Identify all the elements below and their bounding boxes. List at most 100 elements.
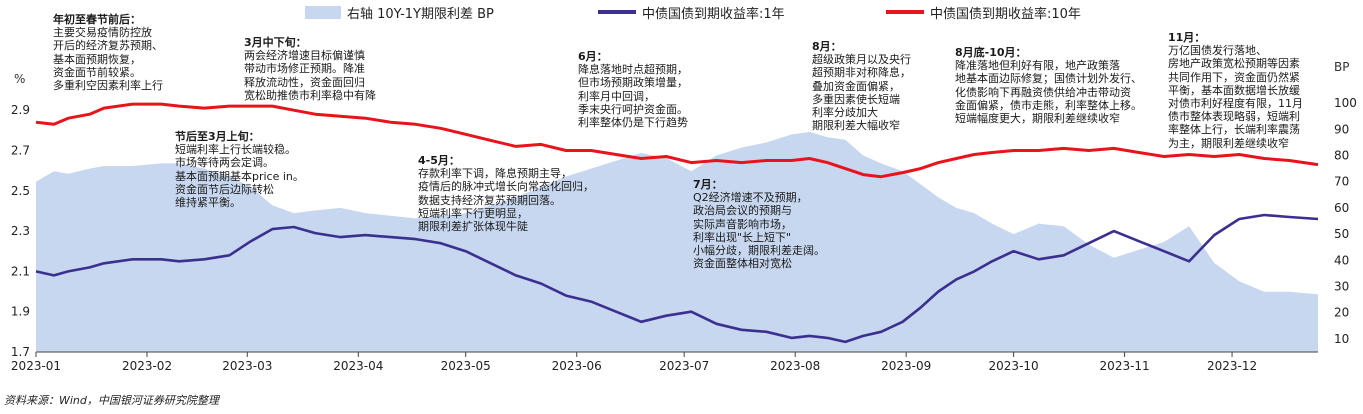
annotation-line: 金面偏紧，债市走熊，利率整体上移。: [955, 98, 1142, 112]
legend-swatch-10y: [886, 10, 924, 14]
legend-label-10y: 中债国债到期收益率:10年: [930, 6, 1081, 22]
annotation-title: 4-5月：: [418, 154, 460, 167]
annotation-line: 率整体上行，长端利率震荡: [1168, 123, 1300, 137]
x-tick-label: 2023-01: [11, 359, 61, 373]
x-tick-label: 2023-03: [222, 359, 272, 373]
annotation-line: 地基本面边际修复；国债计划外发行、: [955, 72, 1142, 86]
annotation-line: 存款利率下调，降息预期主导，: [418, 167, 572, 181]
axes-layer: 2023-01 2023-02 2023-03 2023-04 2023-05 2023-…: [11, 96, 1357, 373]
annotation-title: 节后至3月上旬：: [175, 130, 260, 143]
annotation-sep-oct: 8月底-10月： 降准落地但利好有限，地产政策落 地基本面边际修复；国债计划外发…: [955, 46, 1142, 125]
right-tick-label: 80: [1334, 149, 1349, 163]
annotation-line: 开后的经济复苏预期、: [53, 39, 163, 53]
annotation-line: 数据支持经济复苏预期回落。: [418, 193, 561, 207]
annotation-line: 但市场预期政策增量，: [578, 76, 688, 90]
annotation-title: 8月：: [812, 40, 842, 53]
annotation-line: 利率月中回调，: [578, 89, 655, 103]
annotation-title: 6月：: [578, 50, 608, 63]
right-tick-label: 10: [1334, 332, 1349, 346]
annotation-line: 资金面整体相对宽松: [693, 257, 792, 271]
annotation-line: 期限利差扩张体现牛陡: [418, 220, 528, 234]
right-tick-label: 90: [1334, 122, 1349, 136]
annotation-line: 化债影响下再融资债供给冲击带动资: [955, 85, 1131, 99]
annotation-line: 政治局会议的预期与: [693, 204, 792, 218]
x-tick-label: 2023-10: [989, 359, 1039, 373]
yield-10y-line: [35, 102, 1319, 179]
annotation-line: 多重利空因素利率上行: [53, 79, 163, 93]
annotation-line: 实际声音影响市场，: [693, 217, 792, 231]
annotation-title: 年初至春节前后：: [53, 13, 141, 26]
right-tick-label: 30: [1334, 280, 1349, 294]
annotation-nov: 11月： 万亿国债发行落地、 房地产政策宽松预期等因素 共同作用下，资金面仍然紧…: [1168, 31, 1303, 150]
annotation-line: 主要交易疫情防控放: [53, 26, 152, 40]
legend-swatch-1y: [598, 10, 636, 14]
annotation-line: 疫情后的脉冲式增长向常态化回归，: [418, 180, 594, 194]
left-tick-label: 2.9: [11, 103, 30, 117]
annotation-line: 降息落地时点超预期，: [578, 63, 688, 77]
left-tick-label: 2.7: [11, 143, 30, 157]
right-tick-label: 60: [1334, 201, 1349, 215]
annotation-apr-may: 4-5月： 存款利率下调，降息预期主导， 疫情后的脉冲式增长向常态化回归， 数据…: [418, 154, 594, 233]
annotation-line: 短端利率上行长端较稳。: [175, 143, 296, 157]
annotation-line: 利率出现"长上短下": [693, 230, 792, 244]
left-tick-label: 2.1: [11, 264, 30, 278]
x-tick-label: 2023-09: [881, 359, 931, 373]
annotation-jul: 7月： Q2经济增速不及预期， 政治局会议的预期与 实际声音影响市场， 利率出现…: [693, 178, 825, 270]
annotation-line: Q2经济增速不及预期，: [693, 191, 808, 205]
legend-item-1y: 中债国债到期收益率:1年: [598, 2, 785, 22]
x-tick-label: 2023-12: [1207, 359, 1257, 373]
annotation-line: 季末央行呵护资金面。: [578, 102, 688, 116]
annotation-line: 市场等待两会定调。: [175, 156, 274, 170]
annotation-mar-late: 3月中下旬： 两会经济增速目标偏谨慎 带动市场修正预期。降准 释放流动性，资金面…: [244, 36, 376, 102]
annotation-jun: 6月： 降息落地时点超预期， 但市场预期政策增量， 利率月中回调， 季末央行呵护…: [578, 50, 688, 129]
x-tick-label: 2023-08: [770, 359, 820, 373]
legend-item-10y: 中债国债到期收益率:10年: [886, 2, 1081, 22]
x-tick-label: 2023-07: [659, 359, 709, 373]
left-tick-label: 1.9: [11, 305, 30, 319]
annotation-line: 万亿国债发行落地、: [1168, 44, 1267, 58]
annotation-line: 基本面预期恢复，: [53, 52, 141, 66]
left-tick-label: 2.5: [11, 184, 30, 198]
annotation-line: 宽松助推债市利率稳中有降: [244, 88, 376, 102]
right-axis-unit: BP: [1334, 60, 1350, 74]
legend-item-spread: 右轴 10Y-1Y期限利差 BP: [305, 2, 494, 22]
spread-area: [36, 131, 1318, 352]
annotation-title: 8月底-10月：: [955, 46, 1027, 59]
source-note: 资料来源：Wind，中国银河证券研究院整理: [4, 394, 219, 407]
annotation-line: 利率分歧加大: [812, 106, 878, 120]
annotation-title: 7月：: [693, 178, 723, 191]
annotation-line: 释放流动性，资金面回归: [244, 75, 365, 89]
annotation-line: 短端利率下行更明显，: [418, 206, 528, 220]
annotation-line: 为主，期限利差继续收窄: [1168, 136, 1289, 150]
yield-lines-layer: [35, 102, 1319, 344]
annotation-title: 11月：: [1168, 31, 1206, 44]
annotation-line: 短端幅度更大，期限利差继续收窄: [955, 112, 1120, 126]
annotation-title: 3月中下旬：: [244, 36, 307, 49]
x-tick-label: 2023-02: [122, 359, 172, 373]
right-tick-label: 20: [1334, 306, 1349, 320]
spread-area-layer: [36, 131, 1318, 352]
annotation-line: 对债市利好程度有限，11月: [1168, 97, 1303, 111]
annotation-line: 基本面预期基本price in。: [175, 169, 304, 183]
annotation-line: 多重因素使长短端: [812, 92, 900, 106]
x-tick-label: 2023-11: [1100, 359, 1150, 373]
right-tick-label: 40: [1334, 253, 1349, 267]
x-tick-label: 2023-04: [333, 359, 383, 373]
annotation-line: 资金面节前较紧。: [53, 65, 141, 79]
left-axis-unit: %: [14, 72, 26, 86]
right-tick-label: 50: [1334, 227, 1349, 241]
annotation-line: 共同作用下，资金面仍然紧: [1168, 70, 1300, 84]
annotation-feb-mar: 节后至3月上旬： 短端利率上行长端较稳。 市场等待两会定调。 基本面预期基本pr…: [175, 130, 304, 209]
annotation-line: 房地产政策宽松预期等因素: [1168, 57, 1300, 71]
annotation-line: 超预期非对称降息，: [812, 66, 911, 80]
yield-1y-line: [35, 213, 1319, 344]
annotation-line: 降准落地但利好有限，地产政策落: [955, 59, 1120, 73]
annotation-line: 资金面节后边际转松: [175, 182, 274, 196]
annotation-line: 平衡，基本面数据增长放缓: [1168, 83, 1300, 97]
x-tick-label: 2023-06: [552, 359, 602, 373]
annotation-line: 小幅分歧，期限利差走阔。: [693, 244, 825, 258]
left-tick-label: 2.3: [11, 224, 30, 238]
annotation-line: 维持紧平衡。: [175, 196, 241, 210]
annotation-aug: 8月： 超级政策月以及央行 超预期非对称降息， 叠加资金面偏紧， 多重因素使长短…: [812, 40, 911, 132]
